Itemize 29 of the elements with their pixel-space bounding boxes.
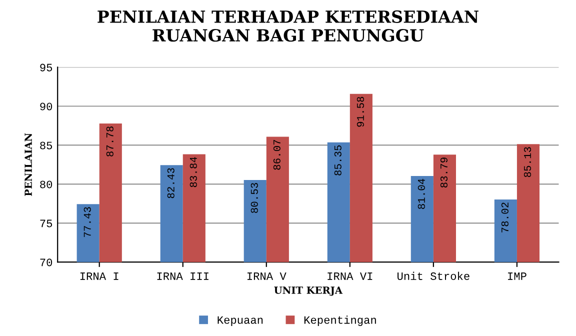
data-label: 87.78: [106, 126, 114, 156]
legend-label: Kepentingan: [304, 316, 376, 326]
data-label: 81.04: [418, 178, 425, 209]
x-tick-label: Unit Stroke: [398, 272, 470, 280]
data-label: 80.53: [250, 183, 258, 213]
data-label: 91.58: [356, 96, 364, 127]
y-tick-label: 95: [40, 64, 52, 72]
y-tick-label: 90: [40, 102, 52, 110]
data-label: 85.35: [334, 145, 342, 176]
data-label: 83.79: [440, 158, 448, 188]
y-tick-label: 75: [40, 220, 52, 228]
x-axis-title: UNIT KERJA: [274, 286, 343, 296]
data-label: 83.84: [190, 157, 197, 188]
x-tick-label: IRNA III: [157, 272, 208, 280]
data-label: 78.02: [501, 202, 508, 232]
x-tick-label: IRNA VI: [328, 272, 372, 280]
y-axis-title: PENILAIAN: [24, 133, 32, 196]
x-tick-label: IRNA V: [247, 272, 286, 280]
data-label: 77.43: [84, 207, 91, 237]
data-label: 85.13: [524, 147, 532, 178]
data-label: 82.43: [167, 168, 174, 198]
y-tick-label: 85: [40, 142, 52, 150]
legend-label: Kepuaan: [218, 316, 263, 326]
y-tick-label: 70: [40, 258, 52, 266]
data-label: 86.07: [273, 140, 280, 170]
x-tick-label: IMP: [508, 272, 526, 280]
x-tick-label: IRNA I: [80, 272, 118, 280]
chart-title: PENILAIAN TERHADAP KETERSEDIAAN RUANGAN BAGI PENUNGGU: [98, 10, 478, 42]
y-tick-label: 80: [40, 180, 52, 188]
